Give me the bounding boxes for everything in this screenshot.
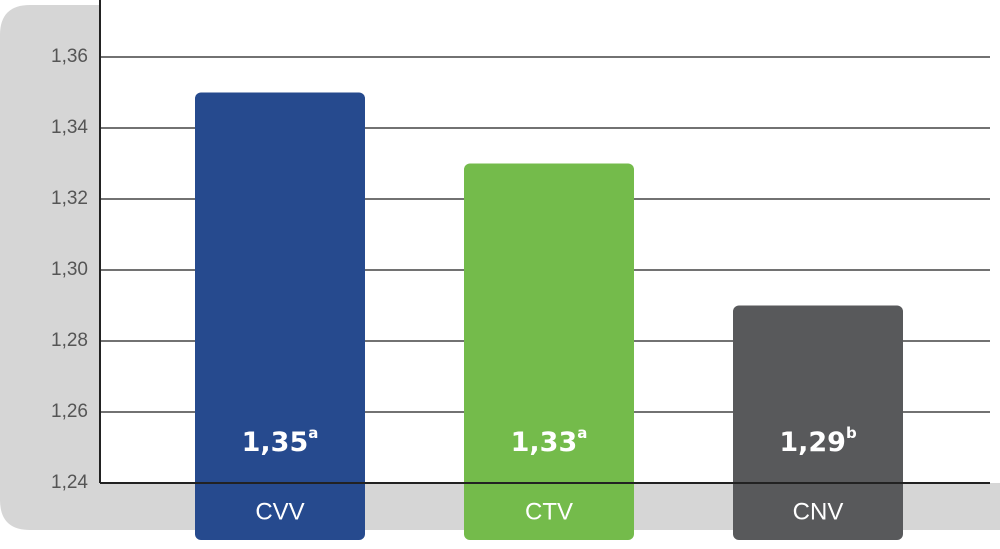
superscript: a — [577, 424, 587, 442]
value-label: 1,33a — [511, 424, 588, 458]
bar — [733, 305, 903, 540]
value-label: 1,35a — [242, 424, 319, 458]
y-tick-label: 1,26 — [51, 401, 88, 422]
y-tick-label: 1,32 — [51, 188, 88, 209]
x-tick-label: CVV — [255, 498, 304, 525]
y-tick-label: 1,34 — [51, 117, 88, 138]
y-tick-label: 1,24 — [51, 472, 88, 493]
bar — [195, 92, 365, 540]
y-tick-label: 1,30 — [51, 259, 88, 280]
y-tick-label: 1,36 — [51, 46, 88, 67]
superscript: b — [846, 424, 857, 442]
value-text: 1,35 — [242, 427, 309, 458]
value-text: 1,33 — [511, 427, 578, 458]
value-text: 1,29 — [779, 427, 846, 458]
bar — [464, 163, 634, 540]
x-tick-label: CNV — [793, 498, 844, 525]
x-tick-label: CTV — [525, 498, 573, 525]
y-tick-label: 1,28 — [51, 330, 88, 351]
value-label: 1,29b — [779, 424, 857, 458]
superscript: a — [308, 424, 318, 442]
